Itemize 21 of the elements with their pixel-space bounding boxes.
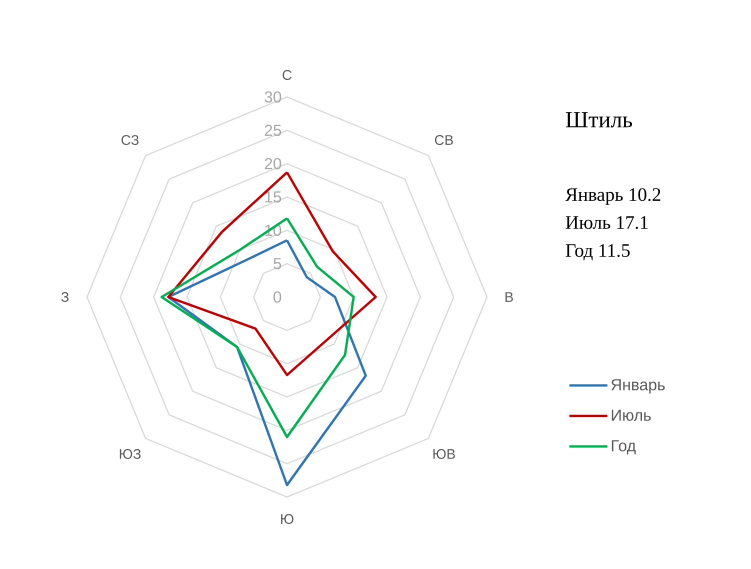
spoke-label: Ю: [281, 514, 294, 524]
text: Июль 17.1: [566, 216, 648, 229]
text: Штиль: [566, 112, 632, 128]
y-tick-label: 0: [274, 291, 282, 303]
legend-label: Июль: [612, 410, 651, 421]
spoke-label: В: [506, 292, 513, 302]
spoke-label: СЗ: [122, 135, 139, 145]
text: Год 11.5: [566, 244, 630, 260]
spoke-label: ЮВ: [433, 449, 455, 459]
y-tick-label: 5: [274, 258, 282, 270]
spoke-label: З: [61, 292, 69, 302]
legend-label: Год: [612, 440, 636, 454]
spoke-label: ЮЗ: [120, 449, 141, 459]
legend-label: Январь: [611, 379, 665, 394]
y-tick-label: 30: [264, 91, 282, 103]
spoke-label: СВ: [434, 135, 453, 145]
text: Январь 10.2: [565, 188, 660, 205]
y-tick-label: 20: [264, 158, 282, 170]
spoke-label: С: [282, 70, 292, 80]
y-tick-label: 15: [265, 191, 282, 203]
y-tick-label: 25: [264, 124, 282, 136]
